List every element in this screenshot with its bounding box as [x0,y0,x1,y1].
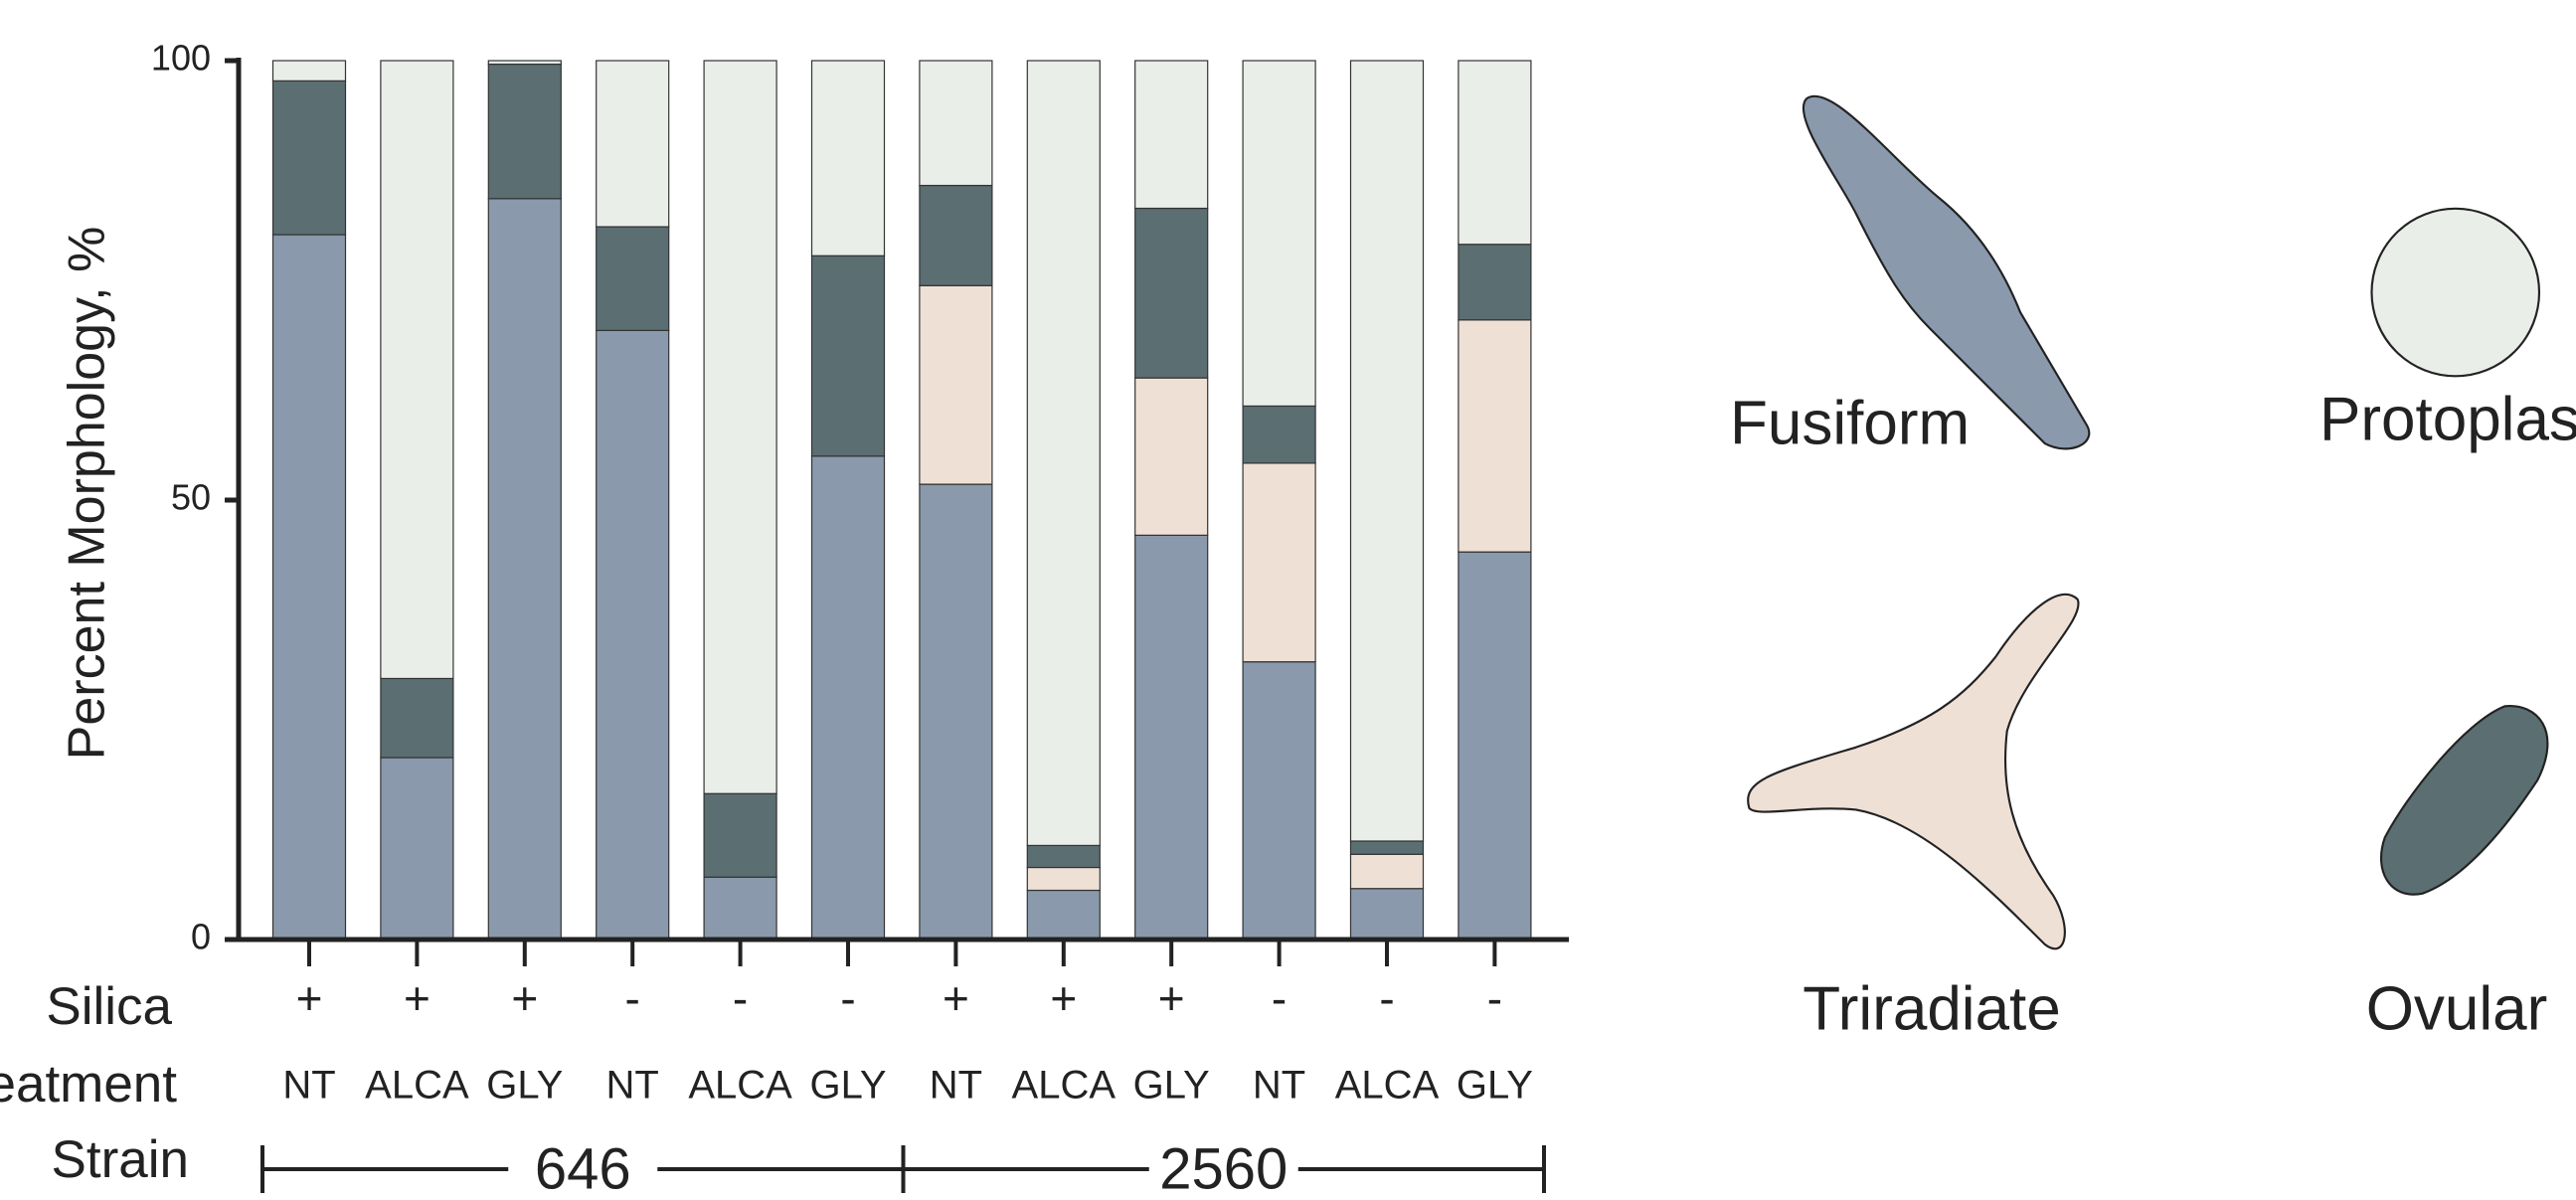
silica-label: - [1487,972,1502,1024]
bar-segment [381,758,453,940]
x-tick-label: ALCA [688,1064,792,1108]
legend-label: Fusiform [1730,389,1970,457]
bar-segment [1027,845,1100,867]
y-tick-label: 100 [151,38,211,79]
legend-swatch [2381,706,2547,895]
silica-label: - [733,972,748,1024]
legend-label: Triradiate [1803,974,2061,1043]
x-tick-label: ALCA [1335,1064,1440,1108]
silica-label: - [1272,972,1287,1024]
silica-label: + [511,972,538,1024]
x-tick-label: ALCA [1012,1064,1116,1108]
x-tick-label: GLY [1133,1064,1210,1108]
silica-label: + [943,972,969,1024]
bar-segment [381,678,453,758]
x-tick-label: NT [282,1064,335,1108]
bar-segment [273,61,346,81]
chart: Percent Morphology, % Fusiform Protoplas… [0,0,2576,1200]
bar-segment [1459,320,1531,552]
bar-segment [597,61,669,227]
bar-segment [273,81,346,235]
bar-segment [920,285,992,484]
x-tick-label: NT [930,1064,982,1108]
bar-segment [1459,552,1531,940]
silica-label: - [1379,972,1394,1024]
legend-shapes [1748,96,2547,949]
bar-segment [1027,890,1100,940]
y-tick-label: 0 [191,917,211,957]
bar-segment [488,199,561,940]
silica-label: - [625,972,640,1024]
y-tick-label: 50 [171,477,211,518]
x-tick-label: ALCA [365,1064,469,1108]
bar-segment [1243,662,1315,940]
legend-swatch [1748,595,2078,948]
bar-segment [704,877,776,940]
bar-segment [488,65,561,199]
bar-segment [1351,61,1424,841]
bar-segment [1027,61,1100,845]
bar-segment [1459,245,1531,320]
silica-label: - [840,972,855,1024]
silica-label: + [1050,972,1077,1024]
row-label: Strain [52,1130,189,1189]
bar-segment [1135,378,1208,535]
x-tick-label: GLY [486,1064,563,1108]
bar-segment [812,256,885,456]
bar-segment [597,330,669,940]
silica-label: + [404,972,430,1024]
row-label: Silica [46,977,172,1036]
x-tick-label: GLY [809,1064,886,1108]
legend-swatch [2371,209,2539,377]
bar-segment [1459,61,1531,245]
silica-label: + [1158,972,1185,1024]
bar-segment [1027,868,1100,891]
bar-segment [1351,889,1424,940]
y-axis-label: Percent Morphology, % [59,227,116,761]
bar-segment [488,61,561,65]
bar-segment [920,61,992,186]
bar-segment [381,61,453,678]
bar-segment [1243,406,1315,462]
bar-segment [920,484,992,940]
row-label: Treatment [0,1055,177,1114]
bar-segment [1135,209,1208,379]
x-tick-label: GLY [1457,1064,1533,1108]
bar-segment [812,61,885,256]
x-tick-label: NT [606,1064,659,1108]
bar-segment [920,186,992,286]
bar-segment [273,235,346,940]
bar-segment [597,227,669,330]
bar-segment [704,61,776,793]
silica-label: + [296,972,323,1024]
bar-segment [704,793,776,877]
bar-segment [812,456,885,940]
bar-segment [1351,854,1424,888]
bar-segment [1351,841,1424,854]
legend-label: Ovular [2366,974,2548,1043]
bar-segment [1243,463,1315,662]
legend-label: Protoplas [2319,385,2576,453]
bar-segment [1135,61,1208,209]
bar-segment [1243,61,1315,406]
bar-segment [1135,535,1208,940]
x-tick-label: NT [1253,1064,1305,1108]
group-label: 2560 [1159,1136,1288,1200]
group-label: 646 [535,1136,631,1200]
